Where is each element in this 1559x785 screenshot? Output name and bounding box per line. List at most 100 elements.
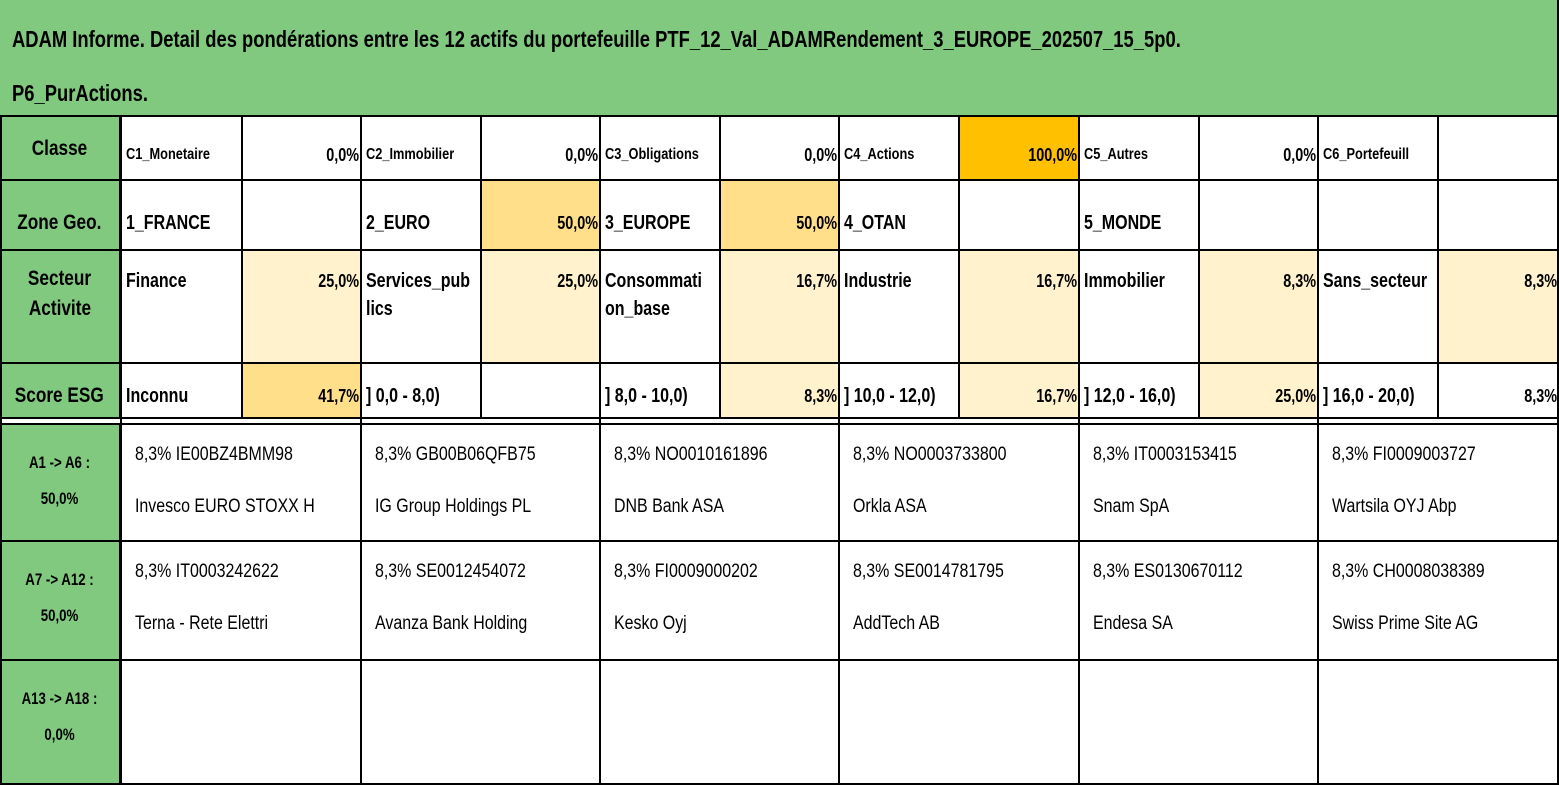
grid-line bbox=[480, 117, 482, 418]
grid-line bbox=[1557, 0, 1559, 785]
esg-name-2: ] 0,0 - 8,0) bbox=[361, 363, 481, 418]
row-label-text: Classe Actif bbox=[31, 137, 88, 160]
cell-text: Sans_secteur bbox=[1323, 270, 1428, 292]
asset-name: Kesko Oyj bbox=[614, 613, 687, 634]
asset-weight-isin: 8,3% SE0012454072 bbox=[375, 561, 526, 582]
classe-actif-pct-6 bbox=[1438, 117, 1559, 180]
zone-geo-pct-6 bbox=[1438, 180, 1559, 250]
asset-name: AddTech AB bbox=[853, 613, 940, 634]
asset-weight-isin: 8,3% GB00B06QFB75 bbox=[375, 444, 536, 465]
zone-geo-name-4: 4_OTAN bbox=[839, 180, 959, 250]
cell-text: 2_EURO bbox=[366, 212, 431, 234]
secteur-pct-3: 16,7% bbox=[720, 250, 839, 363]
cell-text: Immobilier bbox=[1084, 270, 1165, 292]
cell-text: 8,3% bbox=[1524, 386, 1557, 406]
asset-name: Swiss Prime Site AG bbox=[1332, 613, 1479, 634]
group-label-a13-a18: A13 -> A18 : 0,0% bbox=[0, 660, 121, 785]
cell-text: 8,3% bbox=[804, 386, 837, 406]
cell-text: 25,0% bbox=[318, 271, 359, 291]
cell-text: 3_EUROPE bbox=[605, 212, 691, 234]
grid-line bbox=[838, 117, 840, 785]
cell-text: 8,3% bbox=[1524, 271, 1557, 291]
report-title-line-1: ADAM Informe. Detail des pondérations en… bbox=[12, 26, 1181, 106]
asset-weight-isin: 8,3% ES0130670112 bbox=[1093, 561, 1243, 582]
classe-actif-pct-1: 0,0% bbox=[242, 117, 361, 180]
secteur-pct-1: 25,0% bbox=[242, 250, 361, 363]
asset-weight-isin: 8,3% IT0003153415 bbox=[1093, 444, 1237, 465]
cell-text: 25,0% bbox=[1275, 386, 1316, 406]
cell-text: Industrie bbox=[844, 270, 912, 292]
esg-pct-3: 8,3% bbox=[720, 363, 839, 418]
cell-text: ] 8,0 - 10,0) bbox=[605, 385, 688, 407]
cell-text: C2_Immobilier bbox=[366, 146, 455, 163]
asset-weight-isin: 8,3% NO0003733800 bbox=[853, 444, 1007, 465]
grid-line bbox=[360, 117, 362, 785]
group-label-pct: 0,0% bbox=[44, 725, 75, 744]
row-label-zone-geo: Zone Geo. bbox=[0, 180, 121, 250]
row-label-text: Activite bbox=[28, 297, 91, 320]
zone-geo-name-3: 3_EUROPE bbox=[600, 180, 720, 250]
group-label-text: A1 -> A6 : bbox=[28, 453, 91, 472]
asset-weight-isin: 8,3% SE0014781795 bbox=[853, 561, 1004, 582]
group-label-text: A13 -> A18 : bbox=[21, 689, 98, 708]
zone-geo-name-5: 5_MONDE bbox=[1079, 180, 1199, 250]
asset-cell: 8,3% IT0003153415 Snam SpA bbox=[1079, 424, 1318, 541]
row-label-classe-actif: Classe Actif bbox=[0, 117, 121, 180]
esg-pct-2 bbox=[481, 363, 600, 418]
group-label-pct: 50,0% bbox=[40, 606, 79, 625]
cell-text: 16,7% bbox=[1036, 386, 1077, 406]
classe-actif-name-6: C6_Portefeuill bbox=[1318, 117, 1438, 180]
cell-text: ] 16,0 - 20,0) bbox=[1323, 385, 1415, 407]
cell-text: ] 0,0 - 8,0) bbox=[366, 385, 440, 407]
cell-text: 1_FRANCE bbox=[126, 212, 211, 234]
esg-name-3: ] 8,0 - 10,0) bbox=[600, 363, 720, 418]
grid-line bbox=[719, 117, 721, 418]
row-label-text: Secteur bbox=[27, 267, 92, 290]
grid-line bbox=[958, 117, 960, 418]
cell-text: 0,0% bbox=[565, 145, 598, 165]
classe-actif-name-5: C5_Autres bbox=[1079, 117, 1199, 180]
group-label-a7-a12: A7 -> A12 : 50,0% bbox=[0, 541, 121, 660]
cell-text: 100,0% bbox=[1028, 145, 1077, 165]
row-label-text: Zone Geo. bbox=[17, 211, 102, 234]
cell-text: Services_pub bbox=[366, 270, 471, 292]
secteur-name-6: Sans_secteur bbox=[1318, 250, 1438, 363]
asset-cell: 8,3% FI0009003727 Wartsila OYJ Abp bbox=[1318, 424, 1559, 541]
classe-actif-name-1: C1_Monetaire bbox=[121, 117, 242, 180]
esg-name-6: ] 16,0 - 20,0) bbox=[1318, 363, 1438, 418]
cell-text: C1_Monetaire bbox=[126, 146, 210, 163]
cell-text: 50,0% bbox=[557, 213, 598, 233]
cell-text: ] 12,0 - 16,0) bbox=[1084, 385, 1176, 407]
asset-weight-isin: 8,3% FI0009003727 bbox=[1332, 444, 1476, 465]
grid-line bbox=[1437, 117, 1439, 418]
secteur-pct-5: 8,3% bbox=[1199, 250, 1318, 363]
asset-weight-isin: 8,3% NO0010161896 bbox=[614, 444, 768, 465]
asset-name: Wartsila OYJ Abp bbox=[1332, 496, 1457, 517]
asset-weight-isin: 8,3% CH0008038389 bbox=[1332, 561, 1485, 582]
group-label-pct: 50,0% bbox=[40, 489, 79, 508]
grid-line bbox=[0, 117, 2, 785]
row-label-score-esg: Score ESG bbox=[0, 363, 121, 418]
cell-text: 0,0% bbox=[804, 145, 837, 165]
classe-actif-pct-2: 0,0% bbox=[481, 117, 600, 180]
grid-line bbox=[0, 362, 1559, 364]
esg-name-4: ] 10,0 - 12,0) bbox=[839, 363, 959, 418]
zone-geo-pct-1 bbox=[242, 180, 361, 250]
asset-cell: 8,3% NO0003733800 Orkla ASA bbox=[839, 424, 1079, 541]
report-title: ADAM Informe. Detail des pondérations en… bbox=[12, 12, 1236, 174]
row-label-text: Score ESG bbox=[14, 384, 105, 407]
asset-cell: 8,3% IT0003242622 Terna - Rete Elettri bbox=[121, 541, 361, 660]
esg-name-1: Inconnu bbox=[121, 363, 242, 418]
cell-text: Inconnu bbox=[126, 385, 189, 407]
grid-line bbox=[0, 783, 1559, 785]
title-band: ADAM Informe. Detail des pondérations en… bbox=[0, 0, 1559, 160]
secteur-name-1: Finance bbox=[121, 250, 242, 363]
zone-geo-pct-4 bbox=[959, 180, 1079, 250]
secteur-name-5: Immobilier bbox=[1079, 250, 1199, 363]
grid-line bbox=[0, 249, 1559, 251]
cell-text: C5_Autres bbox=[1084, 146, 1149, 163]
grid-line bbox=[0, 659, 1559, 661]
group-label-a1-a6: A1 -> A6 : 50,0% bbox=[0, 424, 121, 541]
cell-text: on_base bbox=[605, 298, 670, 320]
